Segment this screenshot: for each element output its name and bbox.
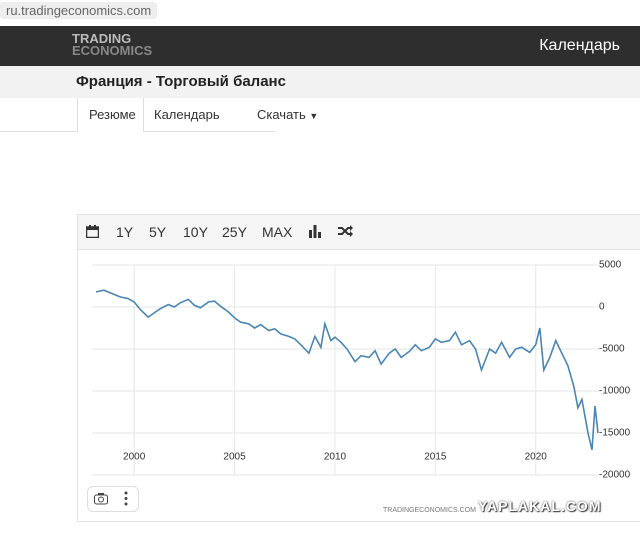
- tab[interactable]: Скачать ▼: [257, 107, 318, 122]
- y-tick-label: -20000: [599, 470, 631, 481]
- calendar-icon[interactable]: [86, 225, 99, 238]
- y-tick-label: 0: [599, 302, 605, 313]
- camera-icon[interactable]: [94, 492, 108, 505]
- range-button[interactable]: 10Y: [183, 224, 208, 240]
- chart-actions: [87, 486, 139, 512]
- logo[interactable]: TRADING ECONOMICS: [72, 31, 153, 58]
- x-tick-label: 2020: [525, 452, 548, 463]
- range-button[interactable]: 1Y: [116, 224, 134, 240]
- y-tick-label: 5000: [599, 260, 622, 271]
- y-tick-label: -10000: [599, 386, 631, 397]
- tab-line: [143, 131, 275, 132]
- watermark: YAPLAKAL.COM: [478, 498, 602, 514]
- caret: ▼: [309, 111, 319, 121]
- tab[interactable]: Календарь: [154, 107, 220, 122]
- data-line: [95, 289, 599, 450]
- y-tick-label: -5000: [599, 344, 625, 355]
- x-tick-label: 2005: [223, 452, 246, 463]
- x-tick-label: 2010: [324, 452, 347, 463]
- range-button[interactable]: 25Y: [222, 224, 247, 240]
- header: TRADING ECONOMICS Календарь: [0, 26, 640, 66]
- title-band: Франция - Торговый баланс: [0, 66, 640, 98]
- tab-active[interactable]: Резюме: [77, 98, 144, 132]
- chart-type-icon[interactable]: [309, 225, 321, 238]
- compare-icon[interactable]: [338, 225, 353, 237]
- tab-label: Резюме: [89, 107, 136, 122]
- logo-bottom: ECONOMICS: [72, 43, 153, 58]
- menu-icon[interactable]: [124, 491, 128, 506]
- nav-link[interactable]: Календарь: [539, 37, 620, 54]
- chart-container: 1Y 5Y 10Y 25Y MAX: [77, 214, 640, 522]
- range-button[interactable]: 5Y: [149, 224, 167, 240]
- y-tick-label: -15000: [599, 428, 631, 439]
- url[interactable]: ru.tradingeconomics.com: [0, 2, 158, 19]
- source: TRADINGECONOMICS.COM: [383, 507, 476, 514]
- page-title: Франция - Торговый баланс: [76, 73, 286, 90]
- logo-top: TRADING: [72, 31, 132, 46]
- browser-bar: ru.tradingeconomics.com: [0, 0, 640, 24]
- range-button[interactable]: MAX: [262, 224, 293, 240]
- x-tick-label: 2015: [424, 452, 447, 463]
- tab-line: [0, 131, 77, 132]
- x-tick-label: 2000: [123, 452, 146, 463]
- toolbar: 1Y 5Y 10Y 25Y MAX: [78, 215, 640, 250]
- tab-label: Скачать: [257, 107, 306, 122]
